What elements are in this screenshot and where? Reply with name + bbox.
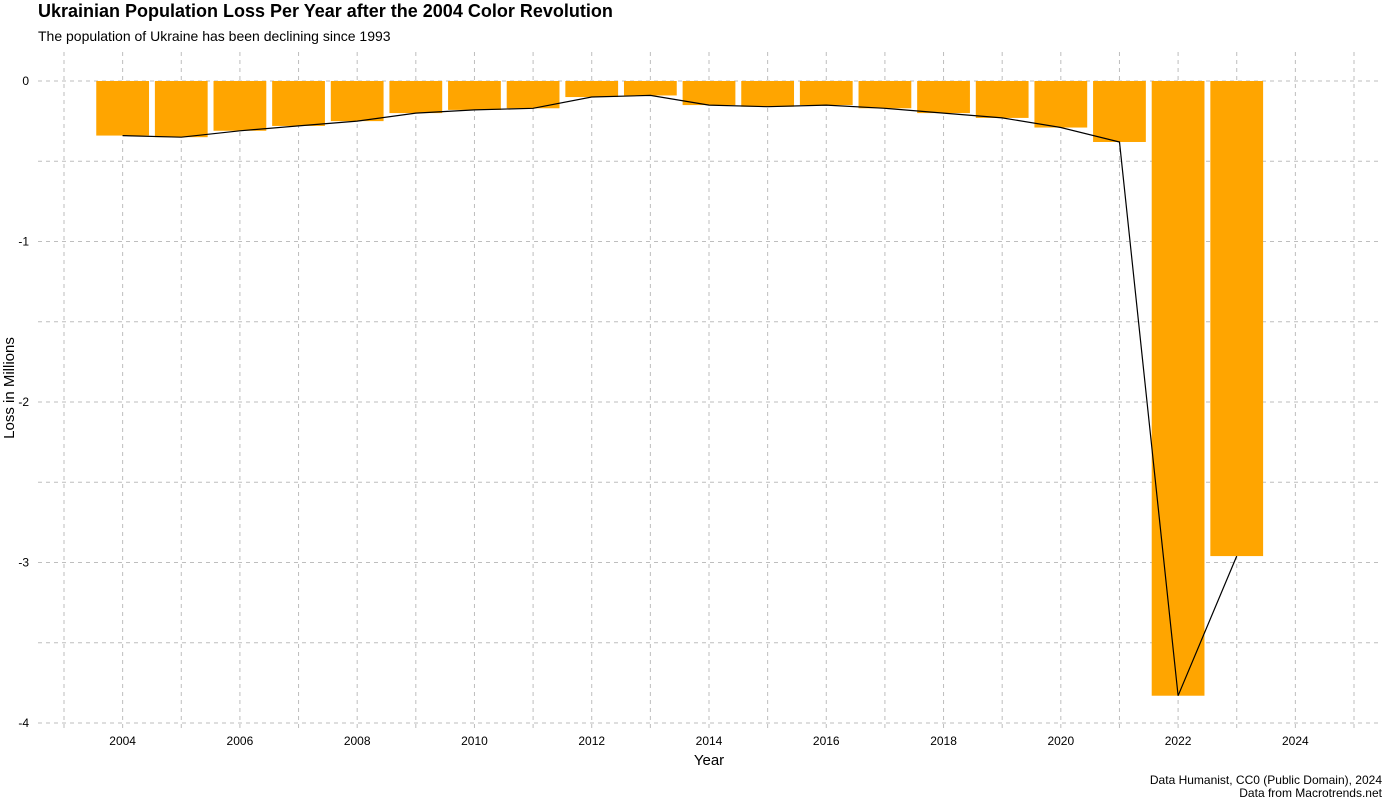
bar-2014 xyxy=(682,81,736,106)
bar-2015 xyxy=(741,81,795,107)
caption-source: Data from Macrotrends.net xyxy=(1239,786,1382,800)
y-tick-label: 0 xyxy=(22,74,29,88)
x-tick-label: 2022 xyxy=(1165,734,1192,748)
x-tick-label: 2014 xyxy=(696,734,723,748)
bar-2010 xyxy=(448,81,501,110)
bar-2020 xyxy=(1034,81,1088,128)
bar-2023 xyxy=(1210,81,1264,557)
x-tick-label: 2006 xyxy=(227,734,254,748)
bars-layer xyxy=(96,81,1264,696)
y-axis-ticks: 0 -1 -2 -3 -4 xyxy=(18,74,29,730)
x-tick-label: 2012 xyxy=(578,734,605,748)
x-tick-label: 2020 xyxy=(1047,734,1074,748)
trend-line-layer xyxy=(122,94,1238,696)
x-axis-label: Year xyxy=(694,752,724,769)
bar-2018 xyxy=(917,81,970,114)
bar-2017 xyxy=(858,81,912,109)
bar-2011 xyxy=(506,81,560,109)
trend-line xyxy=(122,94,1238,696)
bar-2021 xyxy=(1093,81,1146,142)
x-tick-label: 2008 xyxy=(344,734,371,748)
bar-2016 xyxy=(799,81,853,106)
y-tick-label: -4 xyxy=(18,716,29,730)
bar-2006 xyxy=(213,81,267,131)
x-tick-label: 2004 xyxy=(109,734,136,748)
x-axis-ticks: 2004 2006 2008 2010 2012 2014 2016 2018 2020 2022… xyxy=(109,734,1309,748)
chart-title: Ukrainian Population Loss Per Year after… xyxy=(38,1,613,21)
x-tick-label: 2024 xyxy=(1282,734,1309,748)
bar-2009 xyxy=(389,81,443,114)
bar-2012 xyxy=(565,81,619,98)
bar-2022 xyxy=(1151,81,1205,696)
y-axis-label: Loss in Millions xyxy=(1,337,18,439)
y-tick-label: -3 xyxy=(18,556,29,570)
bar-2013 xyxy=(623,81,677,96)
y-tick-label: -1 xyxy=(18,235,29,249)
bar-2004 xyxy=(96,81,150,136)
y-tick-label: -2 xyxy=(18,395,29,409)
x-tick-label: 2016 xyxy=(813,734,840,748)
bar-2005 xyxy=(154,81,208,138)
bar-2019 xyxy=(975,81,1029,118)
bar-2008 xyxy=(330,81,384,122)
x-tick-label: 2018 xyxy=(930,734,957,748)
x-tick-label: 2010 xyxy=(461,734,488,748)
bar-2007 xyxy=(272,81,325,126)
caption-credit: Data Humanist, CC0 (Public Domain), 2024 xyxy=(1150,773,1382,787)
chart-subtitle: The population of Ukraine has been decli… xyxy=(38,28,391,44)
